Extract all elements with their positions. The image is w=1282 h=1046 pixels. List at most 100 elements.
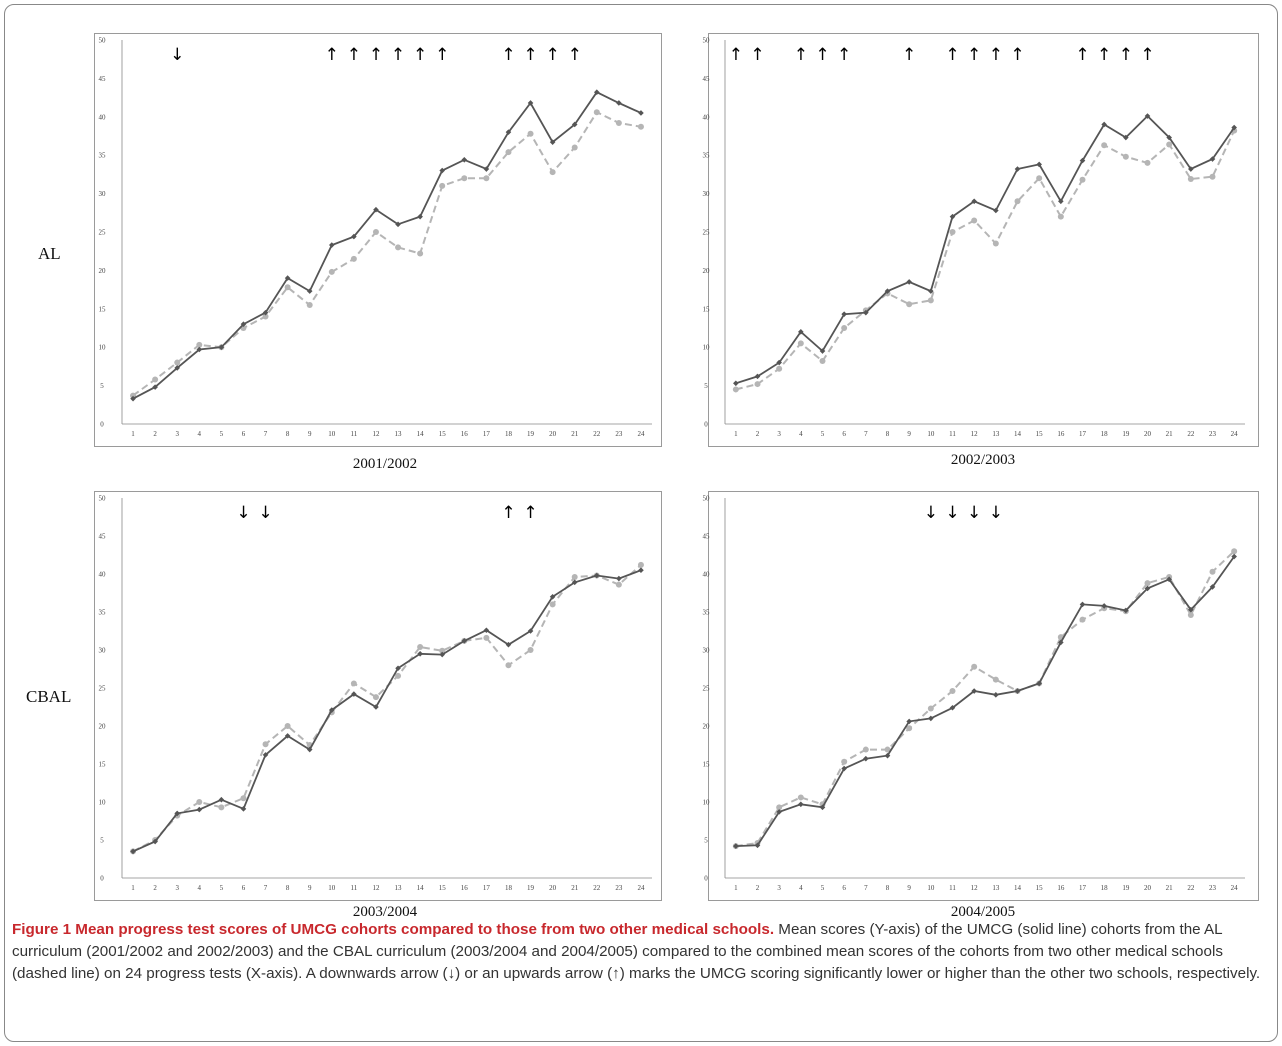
data-point-other-schools	[797, 794, 804, 801]
series-line-other-schools	[735, 550, 1235, 848]
chart-panel-1	[94, 33, 662, 447]
data-point-umcg	[284, 733, 291, 739]
data-point-umcg	[819, 804, 826, 811]
data-point-umcg	[373, 704, 379, 710]
data-point-umcg	[638, 110, 644, 116]
y-tick-label: 0	[704, 421, 708, 429]
x-tick-label: 18	[1101, 884, 1109, 892]
data-point-other-schools	[862, 746, 869, 753]
x-tick-label: 21	[1166, 884, 1174, 892]
arrow-up-icon: ↑	[523, 45, 537, 65]
x-tick-label: 21	[571, 884, 579, 892]
x-tick-label: 13	[395, 884, 403, 892]
data-point-umcg	[439, 651, 446, 658]
y-tick-label: 20	[703, 723, 711, 731]
data-point-umcg	[1058, 639, 1064, 646]
data-point-umcg	[971, 198, 977, 205]
x-tick-label: 18	[1101, 430, 1109, 438]
data-point-umcg	[505, 641, 512, 648]
data-point-umcg	[152, 384, 158, 390]
data-point-umcg	[262, 752, 269, 758]
y-tick-label: 50	[99, 37, 107, 45]
data-point-umcg	[262, 309, 269, 316]
y-tick-label: 35	[703, 152, 711, 160]
x-tick-label: 20	[1144, 884, 1152, 892]
data-point-umcg	[776, 809, 782, 815]
data-point-umcg	[733, 843, 739, 849]
data-point-umcg	[884, 288, 891, 294]
x-tick-label: 11	[949, 430, 956, 438]
arrow-up-icon: ↑	[347, 45, 361, 65]
data-point-umcg	[884, 752, 891, 759]
x-tick-label: 4	[799, 884, 803, 892]
x-tick-label: 5	[220, 884, 224, 892]
data-point-umcg	[841, 765, 847, 772]
data-point-umcg	[1166, 134, 1172, 141]
y-tick-label: 5	[704, 837, 708, 845]
panel-title-2001-2002: 2001/2002	[352, 456, 418, 472]
data-point-umcg	[549, 139, 556, 145]
arrow-up-icon: ↑	[1140, 45, 1154, 65]
y-tick-label: 5	[704, 382, 708, 390]
arrow-up-icon: ↑	[945, 45, 959, 65]
x-tick-label: 10	[927, 884, 935, 892]
arrow-up-icon: ↑	[523, 503, 537, 523]
y-tick-label: 45	[703, 533, 711, 541]
x-tick-label: 7	[264, 884, 268, 892]
x-tick-label: 5	[220, 430, 224, 438]
x-tick-label: 21	[1166, 430, 1174, 438]
series-line-other-schools	[132, 110, 642, 397]
caption-lead: Figure 1 Mean progress test scores of UM…	[12, 921, 775, 938]
data-point-umcg	[1188, 166, 1194, 172]
data-point-other-schools	[906, 301, 913, 308]
data-point-umcg	[1188, 606, 1194, 613]
data-point-other-schools	[971, 217, 978, 224]
data-point-other-schools	[395, 244, 402, 251]
arrow-up-icon: ↑	[435, 45, 449, 65]
y-tick-label: 50	[703, 37, 711, 45]
data-point-umcg	[1101, 603, 1107, 609]
x-tick-label: 1	[131, 884, 135, 892]
x-tick-label: 17	[483, 884, 491, 892]
x-tick-label: 8	[886, 430, 890, 438]
data-point-umcg	[439, 167, 446, 174]
data-point-other-schools	[1057, 213, 1064, 220]
y-tick-label: 30	[99, 647, 107, 655]
arrow-up-icon: ↑	[729, 45, 743, 65]
data-point-umcg	[733, 380, 739, 387]
data-point-umcg	[863, 755, 869, 762]
x-tick-label: 15	[1036, 884, 1044, 892]
data-point-umcg	[328, 242, 335, 248]
x-tick-label: 23	[615, 884, 623, 892]
x-tick-label: 19	[1122, 884, 1130, 892]
data-point-other-schools	[571, 574, 578, 581]
y-tick-label: 15	[99, 305, 107, 313]
x-tick-label: 14	[1014, 430, 1022, 438]
arrow-down-icon: ↓	[967, 503, 981, 523]
x-tick-label: 19	[1122, 430, 1130, 438]
series-line-other-schools	[132, 564, 642, 853]
arrow-up-icon: ↑	[501, 503, 515, 523]
data-point-umcg	[571, 121, 578, 128]
data-point-other-schools	[417, 643, 424, 650]
x-tick-label: 10	[328, 884, 336, 892]
data-point-other-schools	[1209, 173, 1216, 180]
data-point-umcg	[798, 801, 804, 808]
x-tick-label: 4	[799, 430, 803, 438]
caption-body: Mean scores (Y-axis) of the UMCG (solid …	[12, 921, 1261, 982]
data-point-umcg	[1036, 680, 1042, 687]
data-point-umcg	[1231, 553, 1237, 560]
data-point-other-schools	[372, 229, 379, 235]
data-point-other-schools	[1079, 176, 1086, 183]
data-point-umcg	[196, 346, 203, 353]
data-point-other-schools	[196, 341, 203, 348]
x-tick-label: 3	[175, 884, 179, 892]
data-point-other-schools	[505, 149, 512, 156]
data-point-umcg	[593, 572, 600, 579]
y-tick-label: 0	[704, 875, 708, 883]
data-point-umcg	[1079, 157, 1086, 164]
y-tick-label: 10	[99, 799, 107, 807]
data-point-other-schools	[841, 758, 848, 765]
data-point-umcg	[754, 373, 761, 380]
data-point-umcg	[616, 100, 622, 106]
